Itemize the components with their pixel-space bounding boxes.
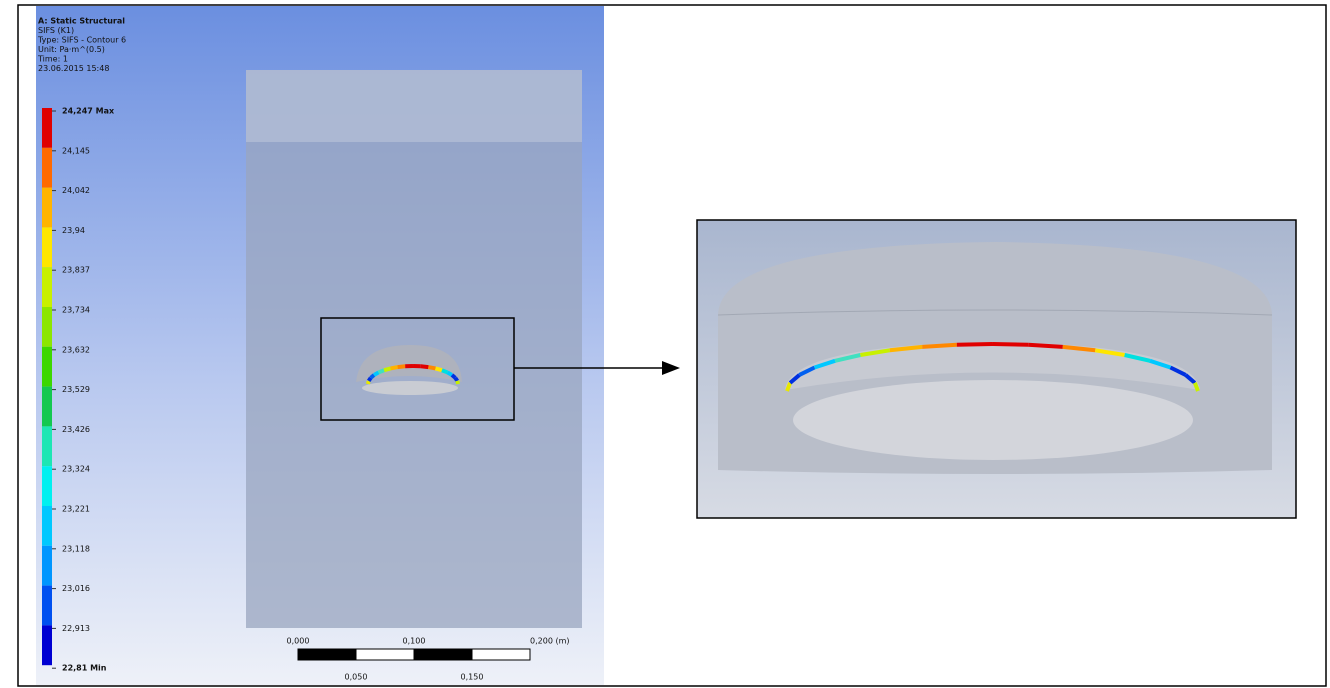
scale-segment: [298, 649, 356, 660]
legend-swatch: [42, 108, 52, 148]
legend-swatch: [42, 586, 52, 626]
legend-swatch: [42, 347, 52, 387]
crack-segment: [1028, 345, 1063, 347]
crack-segment: [455, 378, 457, 381]
hole-floor: [362, 381, 458, 395]
crack-segment: [421, 366, 429, 367]
crack-segment: [428, 367, 435, 368]
legend-label: 23,118: [62, 544, 90, 553]
crack-segment: [457, 381, 458, 384]
legend-swatch: [42, 426, 52, 466]
legend-swatch: [42, 546, 52, 586]
crack-segment: [368, 381, 369, 384]
legend-label: 24,042: [62, 186, 90, 195]
crack-segment: [371, 375, 374, 378]
legend-swatch: [42, 307, 52, 347]
legend-label: 23,529: [62, 385, 90, 394]
figure: A: Static StructuralSIFS (K1)Type: SIFS …: [0, 0, 1330, 688]
legend-label: 23,426: [62, 425, 90, 434]
legend-swatch: [42, 148, 52, 188]
legend-label: 24,145: [62, 146, 90, 155]
legend-label: 23,734: [62, 306, 90, 315]
header-line: Unit: Pa·m^(0.5): [38, 45, 105, 54]
crack-segment: [436, 368, 442, 370]
legend-swatch: [42, 387, 52, 427]
crack-segment: [993, 344, 1029, 345]
crack-segment: [391, 367, 398, 368]
crack-segment: [384, 368, 390, 370]
scale-segment: [472, 649, 530, 660]
crack-segment: [398, 366, 406, 367]
legend-label: 23,837: [62, 266, 90, 275]
crack-segment: [922, 345, 957, 347]
crack-segment: [369, 378, 371, 381]
crack-segment: [957, 344, 993, 345]
legend-swatch: [42, 466, 52, 506]
legend-label: 22,81 Min: [62, 664, 107, 673]
crack-segment: [452, 375, 455, 378]
header-line: A: Static Structural: [38, 17, 125, 26]
scale-label: 0,200 (m): [530, 637, 569, 646]
model-top: [246, 70, 582, 142]
legend-swatch: [42, 506, 52, 546]
header-line: 23.06.2015 15:48: [38, 64, 109, 73]
legend-swatch: [42, 227, 52, 267]
scale-label: 0,000: [287, 637, 310, 646]
legend-label: 23,221: [62, 505, 90, 514]
header-line: Time: 1: [37, 55, 68, 64]
scale-label: 0,150: [461, 673, 484, 682]
legend-label: 23,94: [62, 226, 85, 235]
legend-label: 22,913: [62, 624, 90, 633]
crack-segment: [374, 372, 378, 375]
header-line: SIFS (K1): [38, 26, 74, 35]
crack-segment: [447, 372, 451, 375]
legend-label: 23,016: [62, 584, 90, 593]
crack-segment: [442, 370, 448, 372]
legend-swatch: [42, 267, 52, 307]
zoom-floor: [793, 380, 1193, 460]
page: A: Static StructuralSIFS (K1)Type: SIFS …: [0, 0, 1330, 688]
header-line: Type: SIFS - Contour 6: [37, 36, 126, 45]
legend-swatch: [42, 188, 52, 228]
legend-label: 23,632: [62, 345, 90, 354]
scale-label: 0,100: [403, 637, 426, 646]
crack-segment: [379, 370, 385, 372]
scale-segment: [414, 649, 472, 660]
scale-segment: [356, 649, 414, 660]
legend-swatch: [42, 625, 52, 665]
scale-label: 0,050: [345, 673, 368, 682]
legend-label: 24,247 Max: [62, 107, 115, 116]
legend-label: 23,324: [62, 465, 90, 474]
